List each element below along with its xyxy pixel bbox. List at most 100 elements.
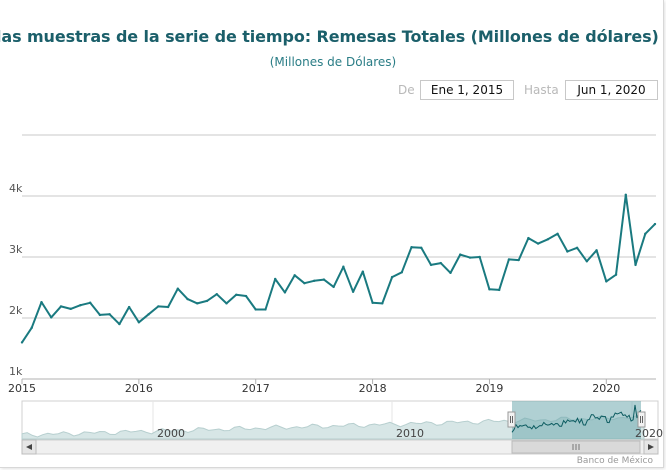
- data-point: [254, 308, 257, 311]
- navigator-selected-line: [511, 404, 642, 433]
- handle-left-box[interactable]: [507, 411, 516, 428]
- series-layer: [20, 193, 657, 344]
- data-point: [137, 321, 141, 324]
- data-point: [147, 313, 150, 316]
- data-point: [196, 302, 199, 305]
- data-point: [303, 282, 306, 285]
- data-point: [283, 291, 287, 294]
- data-point: [488, 288, 491, 291]
- data-point: [644, 232, 647, 236]
- chevron-right-icon: [648, 444, 654, 450]
- data-point: [478, 255, 481, 259]
- data-point: [361, 270, 365, 273]
- range-to-label: Hasta: [524, 83, 559, 97]
- chart-subtitle: (Millones de Dólares): [269, 55, 397, 69]
- data-point: [410, 246, 413, 249]
- handle-right-box[interactable]: [637, 411, 646, 428]
- data-point: [88, 301, 92, 304]
- data-point: [157, 305, 160, 308]
- data-point: [634, 263, 637, 267]
- data-point: [449, 271, 452, 275]
- data-point: [381, 302, 384, 305]
- series-line[interactable]: [21, 193, 656, 343]
- data-point: [274, 277, 277, 281]
- data-point: [118, 322, 121, 326]
- range-from-label: De: [398, 83, 415, 97]
- y-tick-label: 3k: [9, 243, 23, 256]
- data-point: [59, 305, 63, 308]
- data-point: [215, 293, 218, 296]
- x-tick-label: 2018: [359, 382, 387, 395]
- data-point: [235, 293, 238, 297]
- data-point: [50, 316, 53, 319]
- data-point: [585, 260, 589, 263]
- data-point: [30, 326, 33, 329]
- scrollbar[interactable]: [21, 439, 659, 455]
- x-axis: 2015 2016 2017 2018 2019 2020: [8, 378, 656, 395]
- data-point: [566, 250, 569, 253]
- data-point: [614, 273, 618, 276]
- navigator-label-2000: 2000: [157, 427, 185, 440]
- data-point: [264, 308, 267, 311]
- data-point: [40, 300, 43, 304]
- y-tick-label: 4k: [9, 182, 23, 195]
- navigator-left-handle[interactable]: [507, 411, 516, 428]
- data-point: [332, 285, 335, 289]
- data-point: [546, 238, 550, 241]
- data-point: [322, 278, 326, 281]
- data-point: [390, 275, 394, 279]
- data-point: [653, 222, 657, 226]
- data-point: [497, 288, 501, 292]
- data-point: [205, 299, 209, 303]
- data-point: [536, 242, 540, 245]
- y-axis: 1k 2k 3k 4k: [9, 182, 23, 378]
- chart-title: las muestras de la serie de tiempo: Reme…: [0, 27, 663, 46]
- data-point: [595, 249, 598, 252]
- y-tick-label: 1k: [9, 365, 23, 378]
- data-point: [507, 258, 511, 261]
- data-point: [293, 274, 296, 277]
- data-point: [459, 253, 462, 256]
- data-point: [468, 256, 472, 259]
- data-point: [244, 294, 248, 298]
- data-point: [429, 263, 433, 267]
- data-point: [575, 246, 579, 250]
- data-point: [108, 313, 111, 316]
- navigator-label-2010: 2010: [396, 427, 424, 440]
- data-point: [186, 297, 189, 301]
- navigator-label-2020: 2020: [635, 427, 663, 440]
- data-point: [517, 258, 520, 262]
- data-point: [371, 301, 374, 304]
- data-point: [225, 302, 228, 305]
- data-point: [624, 193, 627, 196]
- navigator[interactable]: 2000 2010 2020: [21, 400, 663, 440]
- x-tick-label: 2017: [242, 382, 270, 395]
- data-point: [400, 271, 403, 274]
- data-point: [79, 303, 82, 307]
- data-point: [527, 236, 530, 240]
- data-point: [420, 246, 423, 250]
- data-point: [342, 265, 345, 268]
- data-point: [605, 280, 608, 283]
- data-point: [439, 261, 442, 265]
- x-tick-label: 2020: [592, 382, 620, 395]
- data-point: [98, 313, 102, 317]
- navigator-right-handle[interactable]: [637, 411, 646, 428]
- data-point: [556, 232, 559, 236]
- data-point: [69, 307, 72, 311]
- y-tick-label: 2k: [9, 304, 23, 317]
- range-to-input[interactable]: Jun 1, 2020: [565, 80, 658, 100]
- data-point: [176, 287, 180, 290]
- x-tick-label: 2019: [475, 382, 503, 395]
- x-tick-label: 2015: [8, 382, 36, 395]
- x-tick-label: 2016: [125, 382, 153, 395]
- range-from-input[interactable]: Ene 1, 2015: [420, 80, 514, 100]
- data-point: [127, 305, 131, 309]
- chevron-left-icon: [26, 444, 32, 450]
- data-point: [351, 290, 355, 293]
- data-point: [20, 341, 24, 344]
- data-point: [312, 279, 316, 282]
- data-point: [166, 305, 170, 309]
